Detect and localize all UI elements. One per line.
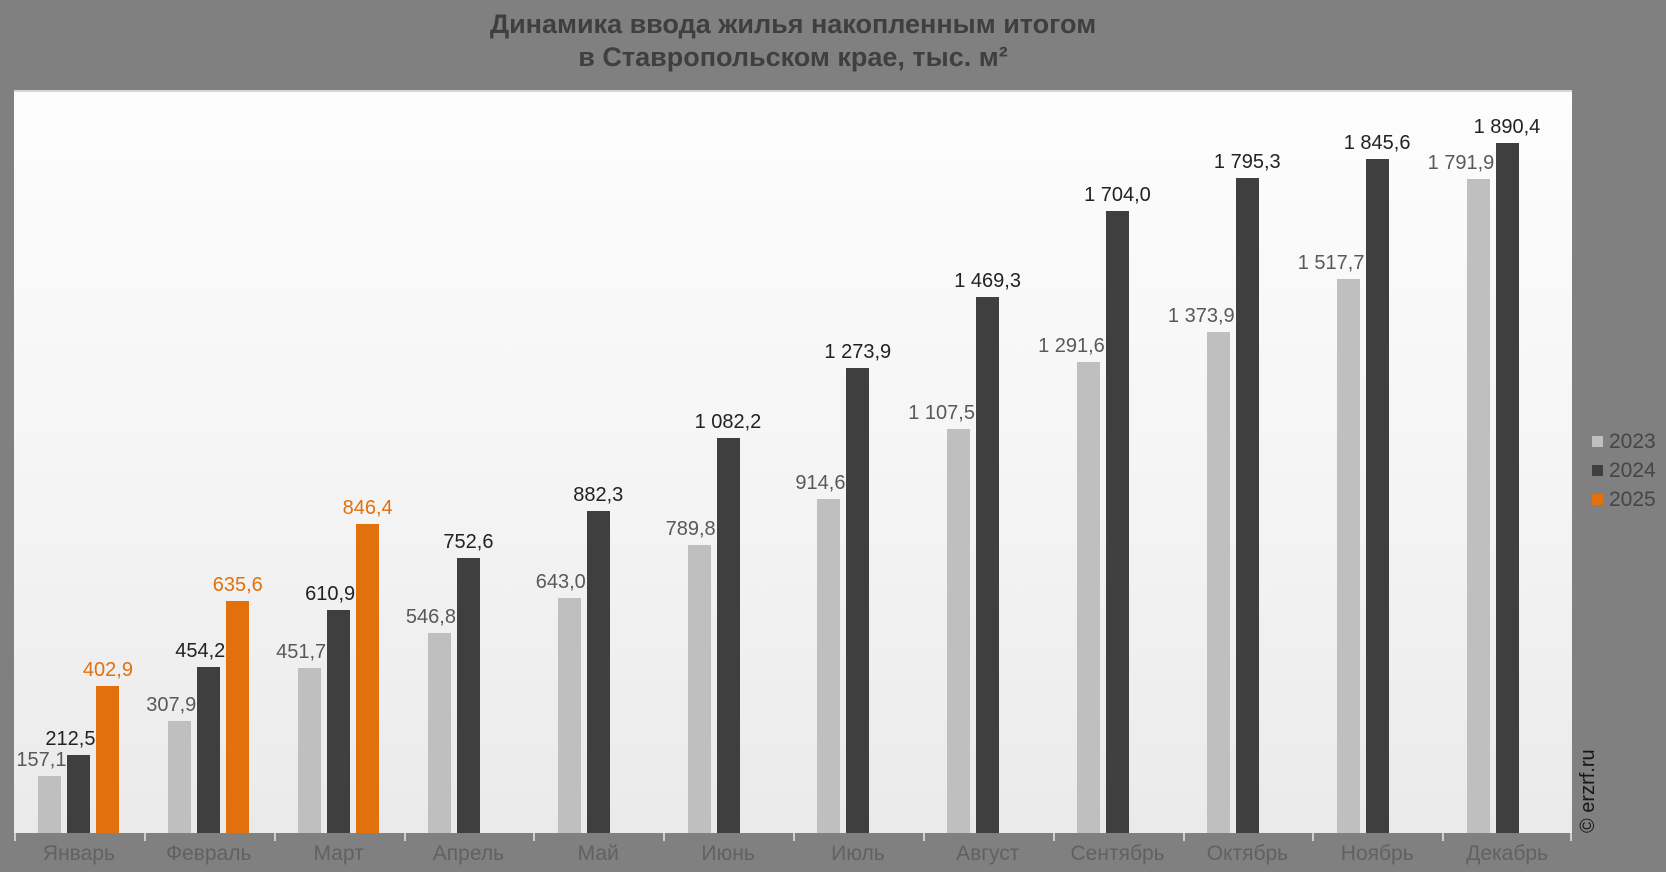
bar-2024-Ноябрь <box>1365 159 1389 833</box>
value-label-2023-Июль: 914,6 <box>795 472 846 495</box>
value-label-2023-Март: 451,7 <box>276 641 327 664</box>
axis-tick <box>14 833 16 841</box>
chart-title: Динамика ввода жилья накопленным итогом … <box>14 8 1572 74</box>
legend: 2023 2024 2025 <box>1592 427 1656 514</box>
value-label-2023-Сентябрь: 1 291,6 <box>1038 334 1105 357</box>
axis-tick <box>922 833 925 841</box>
bar-2024-Октябрь <box>1235 177 1259 833</box>
value-label-2024-Апрель: 752,6 <box>443 531 494 554</box>
bar-2025-Январь <box>96 685 120 833</box>
value-label-2024-Июль: 1 273,9 <box>824 341 892 363</box>
value-label-2024-Август: 1 469,3 <box>954 269 1021 292</box>
value-label-2025-Февраль: 635,6 <box>212 574 263 596</box>
bar-2024-Январь <box>67 755 91 833</box>
value-label-2023-Июнь: 789,8 <box>665 517 716 540</box>
legend-item-2025: 2025 <box>1592 485 1656 514</box>
value-label-2023-Февраль: 307,9 <box>146 693 197 716</box>
bar-2023-Ноябрь <box>1336 279 1360 833</box>
bar-2023-Август <box>947 428 971 833</box>
x-axis-label-Октябрь: Октябрь <box>1206 842 1289 865</box>
x-axis-label-Февраль: Февраль <box>166 842 252 865</box>
axis-tick <box>1182 833 1185 841</box>
value-label-2024-Июнь: 1 082,2 <box>694 410 762 433</box>
bar-2023-Октябрь <box>1206 331 1230 833</box>
value-label-2023-Октябрь: 1 373,9 <box>1167 304 1235 327</box>
bar-2023-Июль <box>817 499 841 833</box>
value-label-2023-Апрель: 546,8 <box>405 606 456 629</box>
value-label-2024-Сентябрь: 1 704,0 <box>1084 184 1151 206</box>
bar-2024-Февраль <box>197 667 221 833</box>
x-axis-label-Апрель: Апрель <box>432 842 505 865</box>
bar-2023-Апрель <box>427 633 451 833</box>
legend-item-2024: 2024 <box>1592 456 1656 485</box>
x-axis-label-Ноябрь: Ноябрь <box>1340 842 1414 865</box>
bar-2023-Февраль <box>168 720 192 833</box>
bar-2023-Январь <box>38 775 62 833</box>
value-label-2023-Декабрь: 1 791,9 <box>1427 151 1495 174</box>
bar-2024-Август <box>976 296 1000 833</box>
axis-tick <box>273 833 276 841</box>
value-label-2024-Октябрь: 1 795,3 <box>1213 150 1281 173</box>
bar-2023-Май <box>557 598 581 833</box>
legend-label-2023: 2023 <box>1609 429 1656 453</box>
bar-2024-Апрель <box>456 558 480 833</box>
plot-area: 157,1 212,5 402,9 307,9 454,2 635,6 451,7 610,9… <box>14 90 1572 865</box>
legend-swatch-2025 <box>1592 494 1603 505</box>
value-label-2025-Март: 846,4 <box>342 497 393 520</box>
value-label-2024-Май: 882,3 <box>573 483 624 506</box>
legend-swatch-2023 <box>1592 436 1603 447</box>
legend-label-2024: 2024 <box>1609 458 1656 482</box>
axis-tick <box>143 833 146 841</box>
bar-2023-Декабрь <box>1466 178 1490 833</box>
value-label-2023-Ноябрь: 1 517,7 <box>1297 252 1365 275</box>
watermark: © erzrf.ru <box>1577 749 1599 833</box>
value-label-2025-Январь: 402,9 <box>82 658 133 681</box>
x-axis-label-Июль: Июль <box>831 842 885 865</box>
bar-2024-Июль <box>846 368 870 833</box>
axis-tick <box>663 833 666 841</box>
chart-title-line2: в Ставропольском крае, тыс. м² <box>578 42 1008 72</box>
bar-2024-Декабрь <box>1495 142 1519 833</box>
x-axis-label-Декабрь: Декабрь <box>1466 842 1549 865</box>
value-label-2023-Май: 643,0 <box>535 571 586 594</box>
bar-2025-Февраль <box>226 601 250 833</box>
value-label-2024-Ноябрь: 1 845,6 <box>1343 132 1411 155</box>
value-label-2023-Август: 1 107,5 <box>908 401 975 424</box>
bar-2023-Июнь <box>687 544 711 833</box>
bar-2024-Сентябрь <box>1106 211 1130 833</box>
chart-title-line1: Динамика ввода жилья накопленным итогом <box>489 9 1097 39</box>
bar-2024-Май <box>586 510 610 833</box>
axis-tick <box>1570 833 1572 841</box>
axis-tick <box>793 833 795 841</box>
axis-tick <box>1442 833 1445 841</box>
x-axis-label-Июнь: Июнь <box>701 842 755 865</box>
bar-2023-Сентябрь <box>1077 361 1101 833</box>
axis-tick <box>1052 833 1055 841</box>
bar-2023-Март <box>298 668 322 833</box>
bar-2024-Март <box>327 610 351 833</box>
x-axis-label-Май: Май <box>577 842 619 865</box>
x-axis-label-Март: Март <box>313 842 364 865</box>
bar-2024-Июнь <box>716 437 740 833</box>
axis-tick <box>533 833 536 841</box>
legend-label-2025: 2025 <box>1609 487 1656 511</box>
x-axis-label-Сентябрь: Сентябрь <box>1070 842 1165 865</box>
value-label-2023-Январь: 157,1 <box>16 748 67 771</box>
x-axis-label-Август: Август <box>956 842 1020 865</box>
value-label-2024-Декабрь: 1 890,4 <box>1473 115 1541 138</box>
value-label-2024-Январь: 212,5 <box>45 728 96 751</box>
axis-tick <box>1312 833 1315 841</box>
value-label-2024-Март: 610,9 <box>305 583 356 606</box>
legend-item-2023: 2023 <box>1592 427 1656 456</box>
bar-2025-Март <box>356 524 380 833</box>
axis-tick <box>403 833 406 841</box>
value-label-2024-Февраль: 454,2 <box>175 640 226 663</box>
x-axis-label-Январь: Январь <box>42 842 115 865</box>
legend-swatch-2024 <box>1592 465 1603 476</box>
